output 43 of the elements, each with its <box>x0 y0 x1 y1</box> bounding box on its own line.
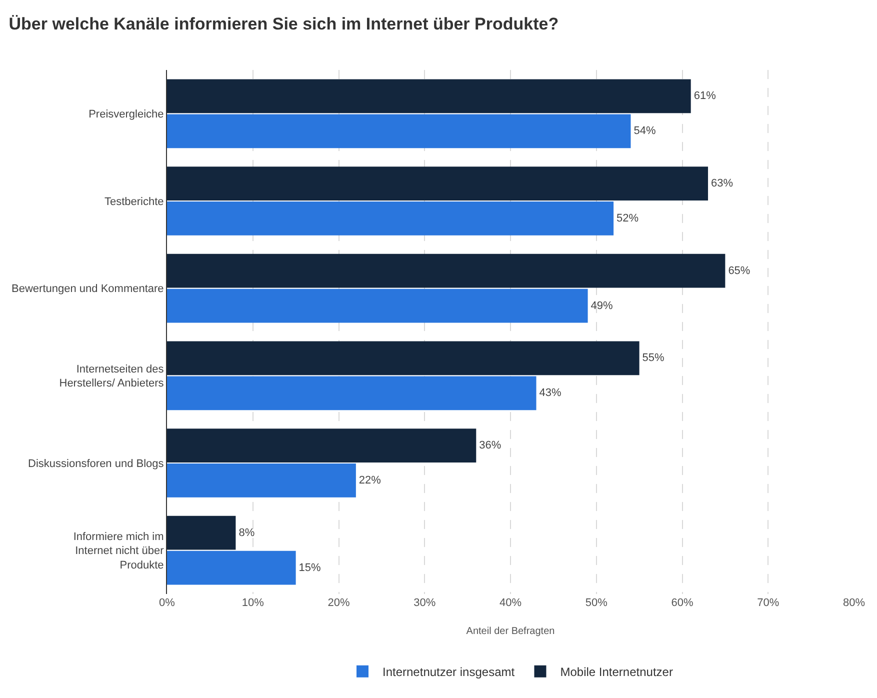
x-tick-label: 60% <box>671 597 694 609</box>
bar <box>167 166 708 200</box>
bar <box>167 288 588 323</box>
x-tick-label: 0% <box>159 597 176 609</box>
legend-label: Internetnutzer insgesamt <box>382 665 516 680</box>
x-tick-label: 80% <box>842 597 866 609</box>
bar <box>167 516 236 550</box>
y-tick-label: Internetseiten des Herstellers/ Anbieters <box>59 363 164 390</box>
y-tick-label: Informiere mich im Internet nicht über Produkte <box>73 530 164 572</box>
y-tick-label: Preisvergleiche <box>88 108 164 121</box>
chart-title: Über welche Kanäle informieren Sie sich im Internet über Produkte? <box>8 14 559 34</box>
bar <box>167 550 296 585</box>
bar <box>167 341 640 376</box>
y-tick-label: Diskussionsforen und Blogs <box>28 458 164 470</box>
y-tick-label: Testberichte <box>104 196 164 208</box>
data-label: 54% <box>634 125 656 138</box>
data-label: 49% <box>590 300 614 312</box>
legend-label: Mobile Internetnutzer <box>560 665 673 680</box>
x-tick-label: 40% <box>499 597 522 609</box>
bar <box>167 376 536 410</box>
x-tick-label: 20% <box>328 597 350 609</box>
data-label: 55% <box>642 352 665 364</box>
data-label: 22% <box>358 474 382 486</box>
bar <box>167 202 614 236</box>
x-tick-label: 10% <box>242 597 264 609</box>
y-tick-label: Bewertungen und Kommentare <box>12 283 164 296</box>
data-label: 63% <box>711 178 734 190</box>
bar <box>167 428 476 462</box>
x-tick-label: 70% <box>757 597 780 609</box>
data-label: 43% <box>539 387 562 400</box>
bar <box>167 254 726 288</box>
data-label: 8% <box>238 526 255 539</box>
data-label: 52% <box>616 212 639 224</box>
x-tick-label: 30% <box>414 597 436 609</box>
data-label: 61% <box>694 90 716 102</box>
x-axis-title: Anteil der Befragten <box>466 626 555 637</box>
x-tick-label: 50% <box>585 597 608 609</box>
bar <box>167 114 631 148</box>
bar <box>167 464 356 498</box>
data-label: 36% <box>479 440 502 452</box>
data-label: 65% <box>728 264 750 277</box>
data-label: 15% <box>298 562 322 574</box>
bar <box>167 79 691 114</box>
